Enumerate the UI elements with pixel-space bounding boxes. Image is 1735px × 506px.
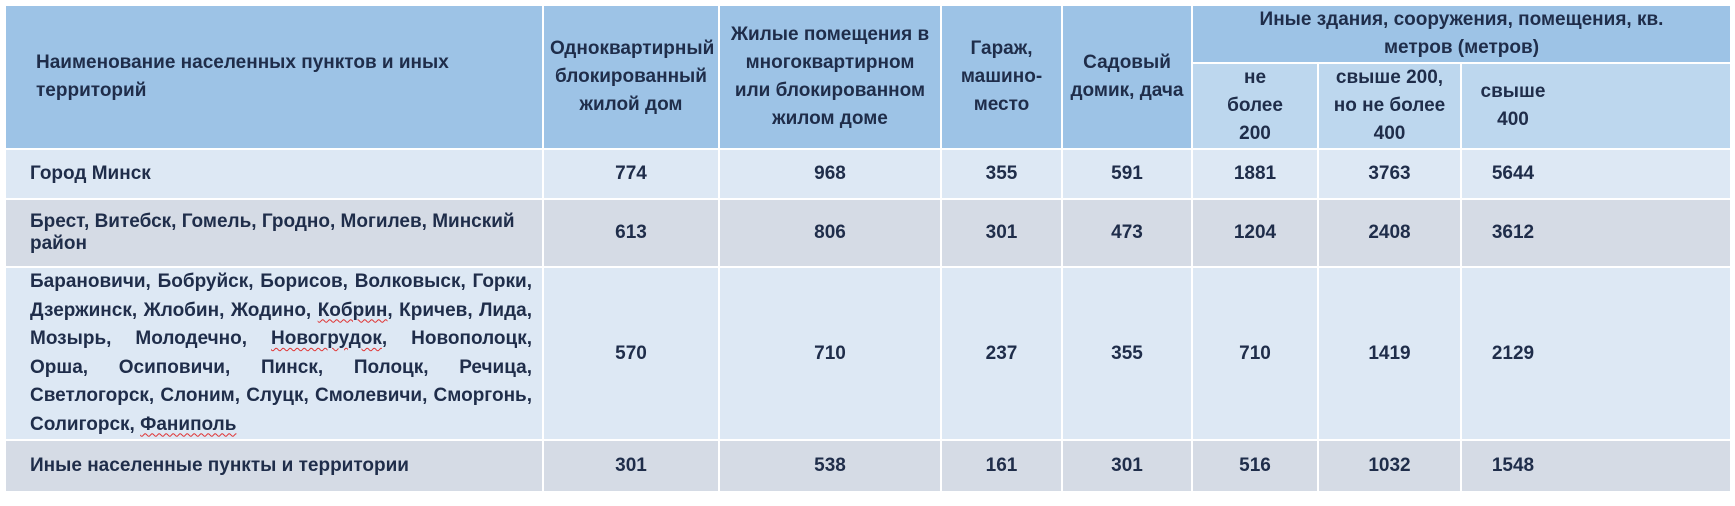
cell-garden: 591 xyxy=(1063,150,1193,200)
cell-lt200: 516 xyxy=(1193,441,1319,493)
subheader-row: не более 200 свыше 200, но не более 400 … xyxy=(6,64,1730,150)
cell-apartment: 538 xyxy=(720,441,942,493)
subheader-200-400: свыше 200, но не более 400 xyxy=(1319,64,1462,150)
tariff-table: Наименование населенных пунктов и иных т… xyxy=(6,6,1730,493)
subheader-lt200: не более 200 xyxy=(1193,64,1319,150)
cell-200-400: 1419 xyxy=(1319,268,1462,441)
header-garden-text: Садовый домик, дача xyxy=(1070,52,1184,101)
cell-garden: 473 xyxy=(1063,200,1193,268)
header-garage: Гараж, машино-место xyxy=(942,6,1063,150)
cell-gt400: 5644 xyxy=(1462,150,1730,200)
cell-gt400-text: 1548 xyxy=(1491,455,1535,476)
cell-house: 570 xyxy=(544,268,720,441)
row-name: Город Минск xyxy=(6,150,544,200)
header-row: Наименование населенных пунктов и иных т… xyxy=(6,6,1730,150)
row-name: Барановичи, Бобруйск, Борисов, Волковыск… xyxy=(6,268,544,441)
subheader-200-400-text: свыше 200, но не более 400 xyxy=(1333,67,1446,144)
row-name-part: Барановичи, Бобруйск, Борисов, Волковыск… xyxy=(30,271,532,321)
cell-garage: 237 xyxy=(942,268,1063,441)
subheader-gt400-text: свыше 400 xyxy=(1480,81,1546,130)
header-other: Иные здания, сооружения, помещения, кв. … xyxy=(1193,6,1730,64)
row-name: Брест, Витебск, Гомель, Гродно, Могилев,… xyxy=(6,200,544,268)
cell-lt200: 710 xyxy=(1193,268,1319,441)
subheader-lt200-text: не более 200 xyxy=(1227,67,1283,144)
row-name-part-novogrudok: Новогрудок xyxy=(271,328,382,349)
table-row: Город Минск 774 968 355 591 1881 3763 56… xyxy=(6,150,1730,200)
cell-apartment: 806 xyxy=(720,200,942,268)
cell-lt200: 1881 xyxy=(1193,150,1319,200)
cell-garage: 161 xyxy=(942,441,1063,493)
table-row: Барановичи, Бобруйск, Борисов, Волковыск… xyxy=(6,268,1730,441)
header-apartment: Жилые помещения в многоквартирном или бл… xyxy=(720,6,942,150)
header-apartment-text: Жилые помещения в многоквартирном или бл… xyxy=(730,24,930,129)
cell-lt200: 1204 xyxy=(1193,200,1319,268)
header-other-text: Иные здания, сооружения, помещения, кв. … xyxy=(1259,9,1664,58)
row-name: Иные населенные пункты и территории xyxy=(6,441,544,493)
cell-gt400: 2129 xyxy=(1462,268,1730,441)
table-row: Брест, Витебск, Гомель, Гродно, Могилев,… xyxy=(6,200,1730,268)
cell-gt400: 1548 xyxy=(1462,441,1730,493)
subheader-gt400: свыше 400 xyxy=(1462,64,1730,150)
cell-200-400: 1032 xyxy=(1319,441,1462,493)
row-name-part-kobrin: Кобрин xyxy=(317,299,388,321)
header-house: Одноквартирный блокированный жилой дом xyxy=(544,6,720,150)
row-name-part-fanipol: Фаниполь xyxy=(140,413,237,435)
cell-garden: 355 xyxy=(1063,268,1193,441)
cell-house: 301 xyxy=(544,441,720,493)
cell-garage: 301 xyxy=(942,200,1063,268)
table-row: Иные населенные пункты и территории 301 … xyxy=(6,441,1730,493)
cell-200-400: 3763 xyxy=(1319,150,1462,200)
cell-apartment: 968 xyxy=(720,150,942,200)
header-name: Наименование населенных пунктов и иных т… xyxy=(6,6,544,150)
cell-garden: 301 xyxy=(1063,441,1193,493)
cell-garage: 355 xyxy=(942,150,1063,200)
header-garage-text: Гараж, машино-место xyxy=(960,38,1043,115)
cell-gt400-text: 5644 xyxy=(1491,163,1535,184)
table-container: Наименование населенных пунктов и иных т… xyxy=(6,6,1730,493)
header-house-text: Одноквартирный блокированный жилой дом xyxy=(550,38,715,115)
row-name-part: , Новополоцк, Орша, Осиповичи, Пинск, По… xyxy=(30,328,532,435)
cell-apartment: 710 xyxy=(720,268,942,441)
header-garden: Садовый домик, дача xyxy=(1063,6,1193,150)
cell-gt400: 3612 xyxy=(1462,200,1730,268)
row-name-part: , Кричев, Лида, Мозырь, Молодечно, xyxy=(30,299,533,350)
cell-200-400: 2408 xyxy=(1319,200,1462,268)
cell-house: 774 xyxy=(544,150,720,200)
cell-gt400-text: 3612 xyxy=(1491,222,1535,243)
cell-house: 613 xyxy=(544,200,720,268)
cell-gt400-text: 2129 xyxy=(1491,342,1535,364)
